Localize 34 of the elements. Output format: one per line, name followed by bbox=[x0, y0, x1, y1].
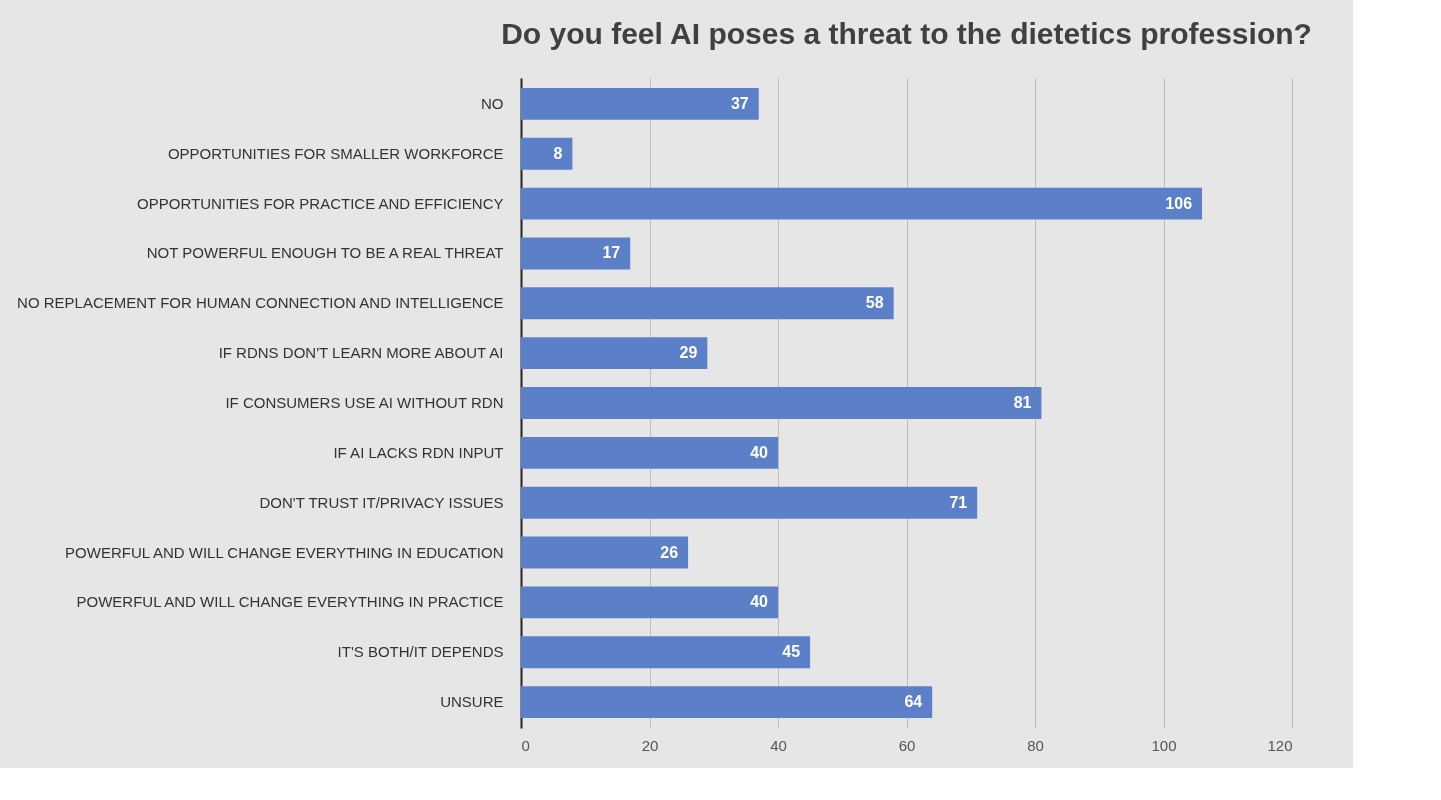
chart-title: Do you feel AI poses a threat to the dietetics profession? bbox=[501, 17, 1312, 50]
y-tick-label: NOT POWERFUL ENOUGH TO BE A REAL THREAT bbox=[146, 244, 504, 262]
data-label: 58 bbox=[865, 294, 884, 312]
data-label: 37 bbox=[730, 94, 749, 112]
y-tick-label: NO bbox=[481, 94, 504, 112]
x-tick-label: 100 bbox=[1151, 736, 1177, 754]
data-label: 106 bbox=[1165, 194, 1193, 212]
y-tick-label: OPPORTUNITIES FOR PRACTICE AND EFFICIENCY bbox=[137, 194, 504, 212]
x-tick-label: 40 bbox=[770, 736, 787, 754]
y-tick-label: POWERFUL AND WILL CHANGE EVERYTHING IN PRACTICE bbox=[76, 593, 504, 611]
x-tick-label: 0 bbox=[521, 736, 530, 754]
data-label: 26 bbox=[660, 543, 679, 561]
data-label: 71 bbox=[949, 493, 968, 511]
data-label: 17 bbox=[602, 244, 621, 262]
x-tick-label: 20 bbox=[641, 736, 659, 754]
data-label: 8 bbox=[553, 144, 563, 162]
y-tick-label: NO REPLACEMENT FOR HUMAN CONNECTION AND INTELLIGENCE bbox=[17, 294, 504, 312]
x-tick-label: 80 bbox=[1027, 736, 1044, 754]
x-tick-label: 60 bbox=[898, 736, 916, 754]
y-tick-label: IF AI LACKS RDN INPUT bbox=[333, 443, 504, 461]
data-label: 29 bbox=[679, 344, 698, 362]
data-label: 40 bbox=[750, 443, 769, 461]
data-label: 45 bbox=[782, 643, 801, 661]
data-label: 40 bbox=[750, 593, 769, 611]
x-tick-label: 120 bbox=[1267, 736, 1293, 754]
y-tick-label: POWERFUL AND WILL CHANGE EVERYTHING IN EDUCATION bbox=[65, 543, 504, 561]
y-tick-label: OPPORTUNITIES FOR SMALLER WORKFORCE bbox=[167, 144, 504, 162]
y-tick-label: IF CONSUMERS USE AI WITHOUT RDN bbox=[225, 394, 504, 411]
y-tick-label: IT'S BOTH/IT DEPENDS bbox=[337, 643, 504, 661]
y-tick-label: DON'T TRUST IT/PRIVACY ISSUES bbox=[259, 493, 504, 511]
y-tick-label: UNSURE bbox=[440, 693, 504, 711]
data-label: 81 bbox=[1013, 394, 1032, 411]
y-tick-label: IF RDNS DON'T LEARN MORE ABOUT AI bbox=[218, 344, 504, 362]
data-label: 64 bbox=[904, 693, 923, 711]
